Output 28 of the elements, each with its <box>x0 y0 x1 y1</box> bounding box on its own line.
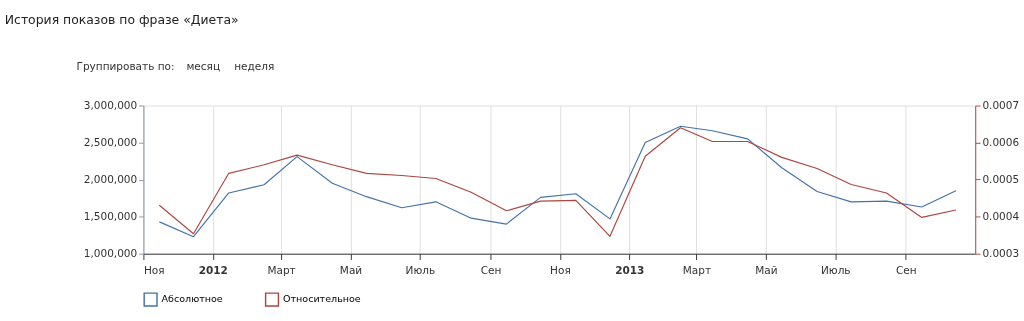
y-tick-label: 2,500,000 <box>83 135 138 148</box>
x-tick-label: 2013 <box>615 264 645 277</box>
x-tick-label: Март <box>682 264 712 277</box>
x-tick-label: Июль <box>405 264 436 277</box>
x-tick-label: Ноя <box>550 264 571 277</box>
text: месяц <box>186 60 221 73</box>
x-tick-label: Сен <box>895 264 917 277</box>
x-tick-label: Март <box>267 264 296 277</box>
y-tick-label: 1,500,000 <box>83 210 138 223</box>
x-tick-label: Май <box>755 264 778 277</box>
text: Группировать по: <box>76 60 175 73</box>
x-tick-label: Сен <box>480 264 502 277</box>
text: неделя <box>234 60 275 73</box>
legend-label: Относительное <box>283 293 361 305</box>
y2-tick-label: 0.0005 <box>982 172 1020 185</box>
y2-tick-label: 0.0003 <box>982 247 1020 260</box>
y-tick-label: 1,000,000 <box>83 247 138 260</box>
y2-tick-label: 0.0004 <box>982 210 1020 223</box>
legend-label: Абсолютное <box>161 293 223 305</box>
y-tick-label: 2,000,000 <box>83 172 138 185</box>
y-tick-label: 3,000,000 <box>83 98 138 111</box>
chart-title: История показов по фразе «Диета» <box>4 12 239 28</box>
y2-tick-label: 0.0007 <box>982 98 1020 111</box>
x-tick-label: Ноя <box>143 264 165 277</box>
y2-tick-label: 0.0006 <box>982 135 1020 148</box>
x-tick-label: 2012 <box>198 264 228 277</box>
x-tick-label: Июль <box>820 264 851 277</box>
x-tick-label: Май <box>339 264 363 277</box>
